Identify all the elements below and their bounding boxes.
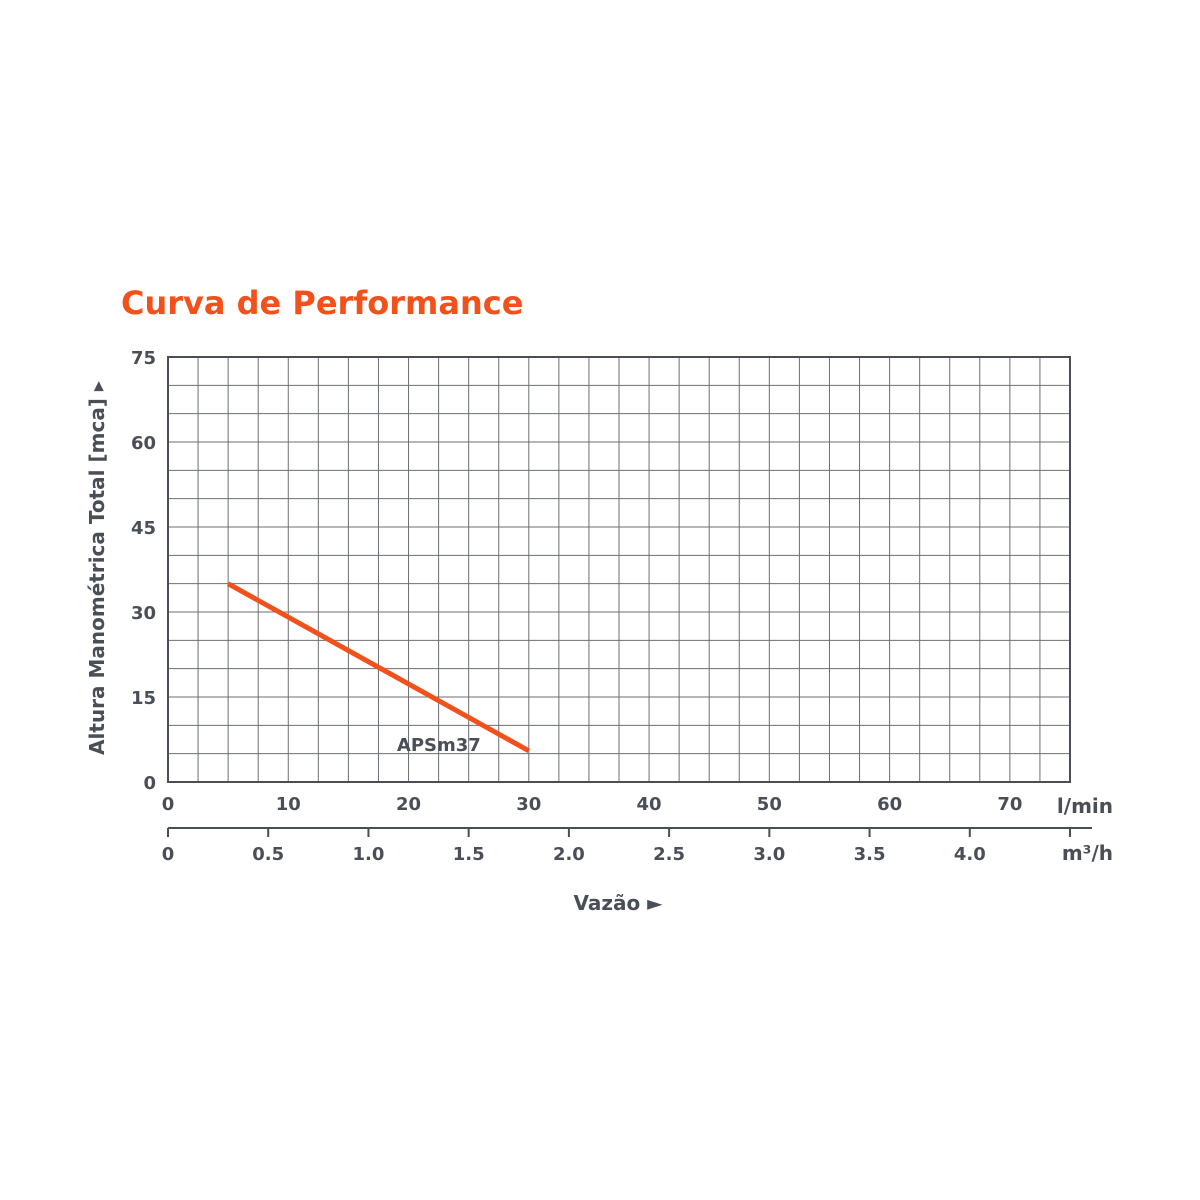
y-tick-label: 30: [131, 603, 156, 624]
x-unit-label: l/min: [1057, 794, 1113, 818]
secondary-x-axis-ticks: 0 0.5 1.0 1.5 2.0 2.5 3.0 3.5 4.0: [162, 828, 1071, 865]
series-line: [226, 581, 531, 754]
x2-tick-label: 4.0: [954, 844, 986, 865]
y-tick-label: 0: [143, 773, 156, 794]
x2-tick-label: 3.0: [753, 844, 785, 865]
x-axis-ticks: 0 10 20 30 40 50 60 70: [162, 794, 1023, 815]
x2-tick-label: 1.0: [352, 844, 384, 865]
x2-tick-label: 0.5: [252, 844, 284, 865]
x2-tick-label: 1.5: [453, 844, 485, 865]
x-tick-label: 0: [162, 794, 175, 815]
grid-lines: [168, 357, 1070, 782]
x-tick-label: 50: [757, 794, 782, 815]
y-tick-label: 60: [131, 433, 156, 454]
x-axis-label: Vazão ►: [573, 891, 663, 915]
series-layer: APSm37: [226, 581, 531, 756]
x-tick-label: 70: [997, 794, 1022, 815]
x-tick-label: 10: [276, 794, 301, 815]
x-tick-label: 20: [396, 794, 421, 815]
series-label: APSm37: [397, 735, 481, 756]
y-axis-label: Altura Manométrica Total [mca] ▸: [85, 381, 109, 755]
y-tick-label: 15: [131, 688, 156, 709]
x-tick-label: 60: [877, 794, 902, 815]
chart-title: Curva de Performance: [121, 284, 523, 322]
x-tick-label: 40: [637, 794, 662, 815]
x2-tick-label: 0: [162, 844, 175, 865]
x2-tick-label: 2.0: [553, 844, 585, 865]
y-axis-ticks: 0 15 30 45 60 75: [131, 348, 156, 794]
plot-frame: [167, 356, 1071, 783]
x2-tick-label: 3.5: [854, 844, 886, 865]
y-tick-label: 75: [131, 348, 156, 369]
y-tick-label: 45: [131, 518, 156, 539]
x2-unit-label: m³/h: [1062, 841, 1113, 865]
x2-tick-label: 2.5: [653, 844, 685, 865]
x-tick-label: 30: [516, 794, 541, 815]
